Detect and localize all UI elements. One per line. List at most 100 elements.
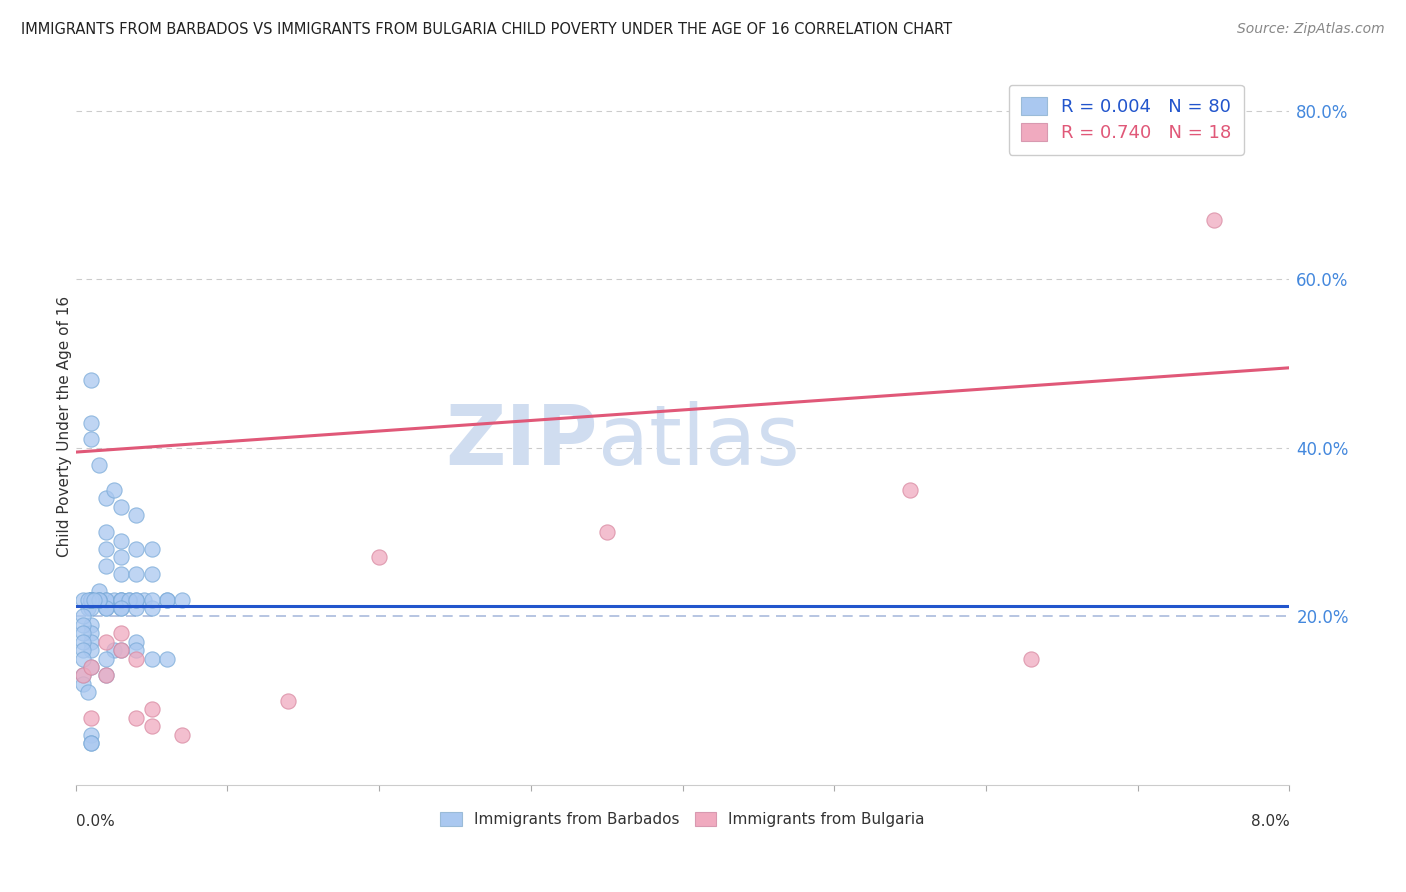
Point	[141, 601, 163, 615]
Point	[110, 601, 132, 615]
Point	[94, 668, 117, 682]
Point	[125, 508, 148, 523]
Point	[132, 592, 155, 607]
Point	[94, 651, 117, 665]
Point	[80, 736, 103, 750]
Point	[72, 609, 94, 624]
Text: Source: ZipAtlas.com: Source: ZipAtlas.com	[1237, 22, 1385, 37]
Point	[110, 643, 132, 657]
Point	[110, 592, 132, 607]
Point	[94, 525, 117, 540]
Point	[156, 592, 179, 607]
Point	[141, 651, 163, 665]
Point	[80, 592, 103, 607]
Point	[103, 643, 125, 657]
Text: 8.0%: 8.0%	[1250, 814, 1289, 829]
Point	[80, 433, 103, 447]
Point	[156, 651, 179, 665]
Point	[277, 694, 299, 708]
Point	[110, 643, 132, 657]
Point	[94, 592, 117, 607]
Point	[118, 592, 141, 607]
Point	[87, 592, 110, 607]
Text: ZIP: ZIP	[446, 401, 598, 482]
Point	[103, 592, 125, 607]
Point	[80, 634, 103, 648]
Point	[87, 592, 110, 607]
Point	[94, 634, 117, 648]
Point	[898, 483, 921, 497]
Point	[141, 702, 163, 716]
Point	[80, 592, 103, 607]
Point	[368, 550, 391, 565]
Point	[141, 592, 163, 607]
Point	[72, 592, 94, 607]
Point	[72, 668, 94, 682]
Point	[141, 542, 163, 557]
Point	[87, 584, 110, 599]
Point	[110, 567, 132, 582]
Point	[125, 711, 148, 725]
Point	[125, 634, 148, 648]
Point	[596, 525, 619, 540]
Point	[125, 567, 148, 582]
Point	[80, 374, 103, 388]
Point	[72, 618, 94, 632]
Point	[80, 592, 103, 607]
Point	[94, 592, 117, 607]
Point	[72, 668, 94, 682]
Point	[125, 592, 148, 607]
Point	[80, 660, 103, 674]
Point	[94, 491, 117, 506]
Point	[72, 643, 94, 657]
Point	[80, 416, 103, 430]
Point	[80, 711, 103, 725]
Text: 0.0%: 0.0%	[76, 814, 114, 829]
Text: atlas: atlas	[598, 401, 800, 482]
Point	[110, 550, 132, 565]
Point	[77, 592, 100, 607]
Point	[94, 558, 117, 573]
Point	[1202, 213, 1225, 227]
Legend: Immigrants from Barbados, Immigrants from Bulgaria: Immigrants from Barbados, Immigrants fro…	[433, 804, 932, 835]
Point	[141, 719, 163, 733]
Point	[94, 601, 117, 615]
Point	[1021, 651, 1043, 665]
Point	[125, 643, 148, 657]
Point	[156, 592, 179, 607]
Point	[110, 592, 132, 607]
Point	[80, 592, 103, 607]
Point	[94, 668, 117, 682]
Point	[125, 542, 148, 557]
Point	[118, 592, 141, 607]
Text: IMMIGRANTS FROM BARBADOS VS IMMIGRANTS FROM BULGARIA CHILD POVERTY UNDER THE AGE: IMMIGRANTS FROM BARBADOS VS IMMIGRANTS F…	[21, 22, 952, 37]
Point	[80, 736, 103, 750]
Point	[80, 660, 103, 674]
Point	[72, 651, 94, 665]
Point	[110, 626, 132, 640]
Point	[77, 601, 100, 615]
Point	[87, 592, 110, 607]
Point	[94, 601, 117, 615]
Point	[77, 685, 100, 699]
Point	[80, 601, 103, 615]
Point	[141, 567, 163, 582]
Point	[87, 458, 110, 472]
Point	[110, 601, 132, 615]
Point	[72, 634, 94, 648]
Point	[80, 626, 103, 640]
Point	[110, 592, 132, 607]
Point	[125, 601, 148, 615]
Point	[125, 651, 148, 665]
Point	[110, 533, 132, 548]
Point	[83, 592, 105, 607]
Point	[80, 592, 103, 607]
Point	[80, 618, 103, 632]
Point	[72, 677, 94, 691]
Point	[80, 592, 103, 607]
Y-axis label: Child Poverty Under the Age of 16: Child Poverty Under the Age of 16	[58, 296, 72, 558]
Point	[103, 483, 125, 497]
Point	[170, 592, 193, 607]
Point	[80, 643, 103, 657]
Point	[80, 727, 103, 741]
